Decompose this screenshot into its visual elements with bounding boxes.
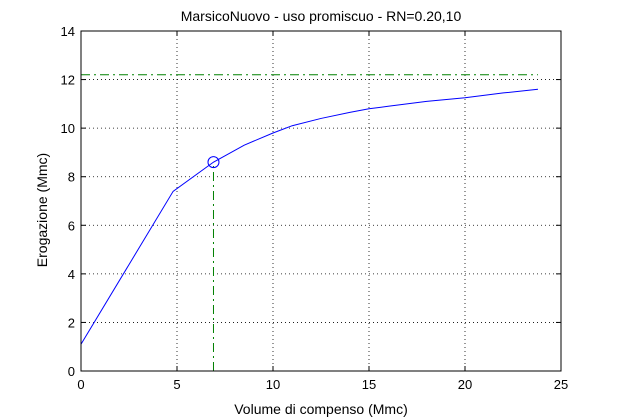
x-tick-label: 25 [554,377,568,392]
y-tick-label: 12 [61,73,75,88]
plot-area [81,31,561,371]
x-axis-label: Volume di compenso (Mmc) [234,401,408,417]
y-tick-label: 2 [68,315,75,330]
y-tick-label: 10 [61,121,75,136]
axes-frame [80,30,562,372]
y-tick-label: 8 [68,170,75,185]
y-tick-label: 6 [68,218,75,233]
x-tick-label: 15 [362,377,376,392]
y-tick-label: 4 [68,267,75,282]
x-tick-label: 20 [458,377,472,392]
y-tick-label: 0 [68,364,75,379]
chart-title: MarsicoNuovo - uso promiscuo - RN=0.20,1… [181,8,462,24]
y-tick-label: 14 [61,24,75,39]
x-tick-label: 0 [77,377,84,392]
highlight-marker [207,156,220,169]
x-tick-label: 10 [266,377,280,392]
y-axis-label: Erogazione (Mmc) [34,153,50,267]
x-tick-label: 5 [173,377,180,392]
